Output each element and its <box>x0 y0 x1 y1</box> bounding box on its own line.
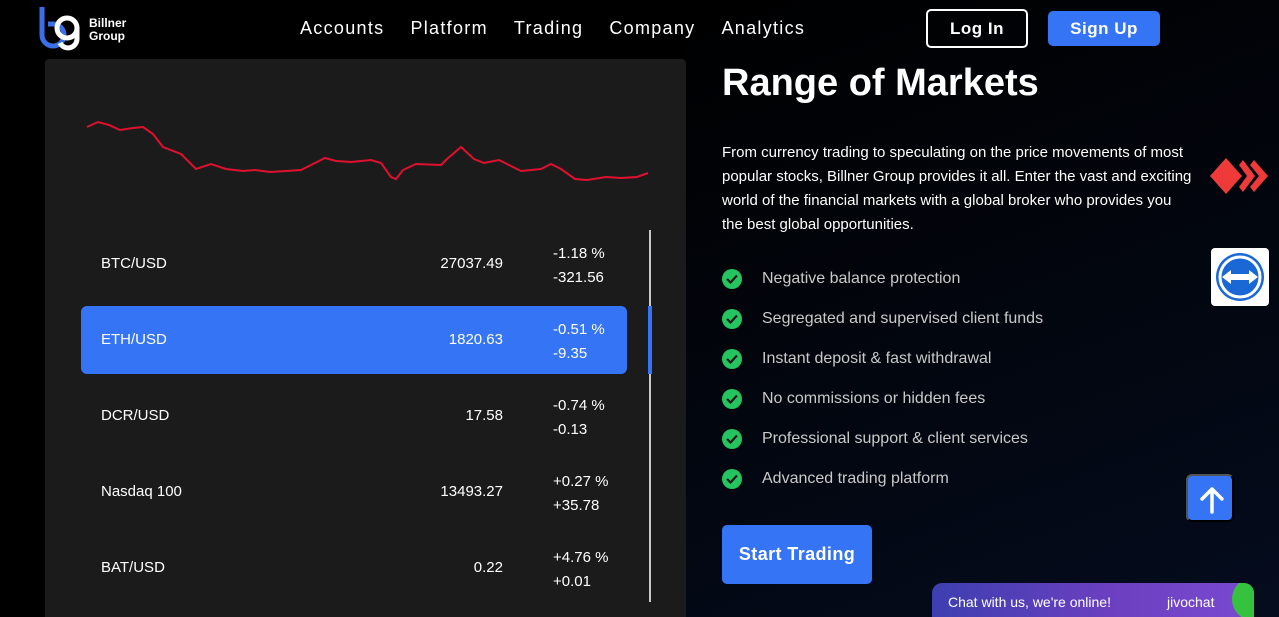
feature-text: Segregated and supervised client funds <box>762 310 1044 327</box>
market-change-pct: -0.51 % <box>553 321 605 338</box>
market-change-abs: -0.13 <box>553 421 588 438</box>
arrow-up-icon <box>1200 487 1224 514</box>
scroll-to-top-button[interactable] <box>1186 474 1234 522</box>
market-change: -0.74 % -0.13 <box>553 394 605 442</box>
logo-line-1: Billner <box>89 16 127 30</box>
feature-text: No commissions or hidden fees <box>762 390 986 407</box>
nav-trading[interactable]: Trading <box>513 18 584 38</box>
market-price: 0.22 <box>473 559 503 576</box>
chat-message: Chat with us, we're online! <box>948 594 1111 610</box>
start-trading-button[interactable]: Start Trading <box>722 525 872 584</box>
feature-item: No commissions or hidden fees <box>722 388 1043 428</box>
logo-mark-icon <box>39 7 80 51</box>
market-change-abs: -321.56 <box>553 269 604 286</box>
market-row-bat[interactable]: BAT/USD 0.22 +4.76 % +0.01 <box>81 534 627 602</box>
check-icon <box>722 269 742 289</box>
market-symbol: ETH/USD <box>101 331 167 348</box>
check-icon <box>722 469 742 489</box>
market-change-pct: +4.76 % <box>553 549 609 566</box>
nav-analytics[interactable]: Analytics <box>721 18 806 38</box>
market-price: 27037.49 <box>440 255 503 272</box>
price-sparkline <box>86 120 649 182</box>
market-price: 1820.63 <box>448 331 503 348</box>
login-button[interactable]: Log In <box>926 9 1028 48</box>
feature-item: Professional support & client services <box>722 428 1043 468</box>
nav-company[interactable]: Company <box>609 18 696 38</box>
feature-item: Negative balance protection <box>722 268 1043 308</box>
market-change-pct: +0.27 % <box>553 473 609 490</box>
market-row-btc[interactable]: BTC/USD 27037.49 -1.18 % -321.56 <box>81 230 627 298</box>
market-change: -1.18 % -321.56 <box>553 242 605 290</box>
site-header: Billner Group Accounts Platform Trading … <box>0 0 1279 58</box>
feature-list: Negative balance protection Segregated a… <box>722 268 1043 508</box>
market-price: 17.58 <box>465 407 503 424</box>
feature-text: Advanced trading platform <box>762 470 949 487</box>
market-symbol: BTC/USD <box>101 255 167 272</box>
market-change-abs: +35.78 <box>553 497 600 514</box>
feature-item: Instant deposit & fast withdrawal <box>722 348 1043 388</box>
feature-text: Professional support & client services <box>762 430 1028 447</box>
check-icon <box>722 309 742 329</box>
background <box>686 0 1279 617</box>
market-row-dcr[interactable]: DCR/USD 17.58 -0.74 % -0.13 <box>81 382 627 450</box>
logo-text: Billner Group <box>89 17 126 43</box>
market-change: +4.76 % +0.01 <box>553 546 608 594</box>
market-rows: BTC/USD 27037.49 -1.18 % -321.56 ETH/USD… <box>81 230 627 610</box>
market-change-pct: -1.18 % <box>553 245 605 262</box>
market-symbol: Nasdaq 100 <box>101 483 182 500</box>
chat-brand: jivochat <box>1167 594 1215 610</box>
logo-line-2: Group <box>89 29 125 43</box>
market-row-nasdaq[interactable]: Nasdaq 100 13493.27 +0.27 % +35.78 <box>81 458 627 526</box>
feature-text: Negative balance protection <box>762 270 961 287</box>
market-change-abs: -9.35 <box>553 345 588 362</box>
market-list-scrollbar[interactable] <box>649 230 651 602</box>
signup-button[interactable]: Sign Up <box>1048 11 1160 46</box>
market-change: -0.51 % -9.35 <box>553 318 605 366</box>
feature-item: Advanced trading platform <box>722 468 1043 508</box>
logo[interactable]: Billner Group <box>38 5 148 51</box>
chat-widget[interactable]: Chat with us, we're online! jivochat <box>932 583 1254 617</box>
check-icon <box>722 389 742 409</box>
chat-status-icon <box>1232 583 1254 617</box>
market-change-pct: -0.74 % <box>553 397 605 414</box>
market-symbol: DCR/USD <box>101 407 170 424</box>
feature-item: Segregated and supervised client funds <box>722 308 1043 348</box>
market-change-abs: +0.01 <box>553 573 591 590</box>
market-change: +0.27 % +35.78 <box>553 470 608 518</box>
market-symbol: BAT/USD <box>101 559 165 576</box>
check-icon <box>722 349 742 369</box>
nav-platform[interactable]: Platform <box>410 18 488 38</box>
feature-text: Instant deposit & fast withdrawal <box>762 350 992 367</box>
market-list-scroll-thumb[interactable] <box>648 306 652 374</box>
section-description: From currency trading to speculating on … <box>722 144 1192 233</box>
markets-panel: BTC/USD 27037.49 -1.18 % -321.56 ETH/USD… <box>45 59 686 617</box>
market-price: 13493.27 <box>440 483 503 500</box>
nav-accounts[interactable]: Accounts <box>300 18 385 38</box>
main-nav: Accounts Platform Trading Company Analyt… <box>300 17 831 39</box>
market-row-eth[interactable]: ETH/USD 1820.63 -0.51 % -9.35 <box>81 306 627 374</box>
teamviewer-icon[interactable] <box>1211 248 1269 306</box>
anydesk-icon[interactable] <box>1210 154 1270 198</box>
check-icon <box>722 429 742 449</box>
section-title: Range of Markets <box>722 62 1039 104</box>
